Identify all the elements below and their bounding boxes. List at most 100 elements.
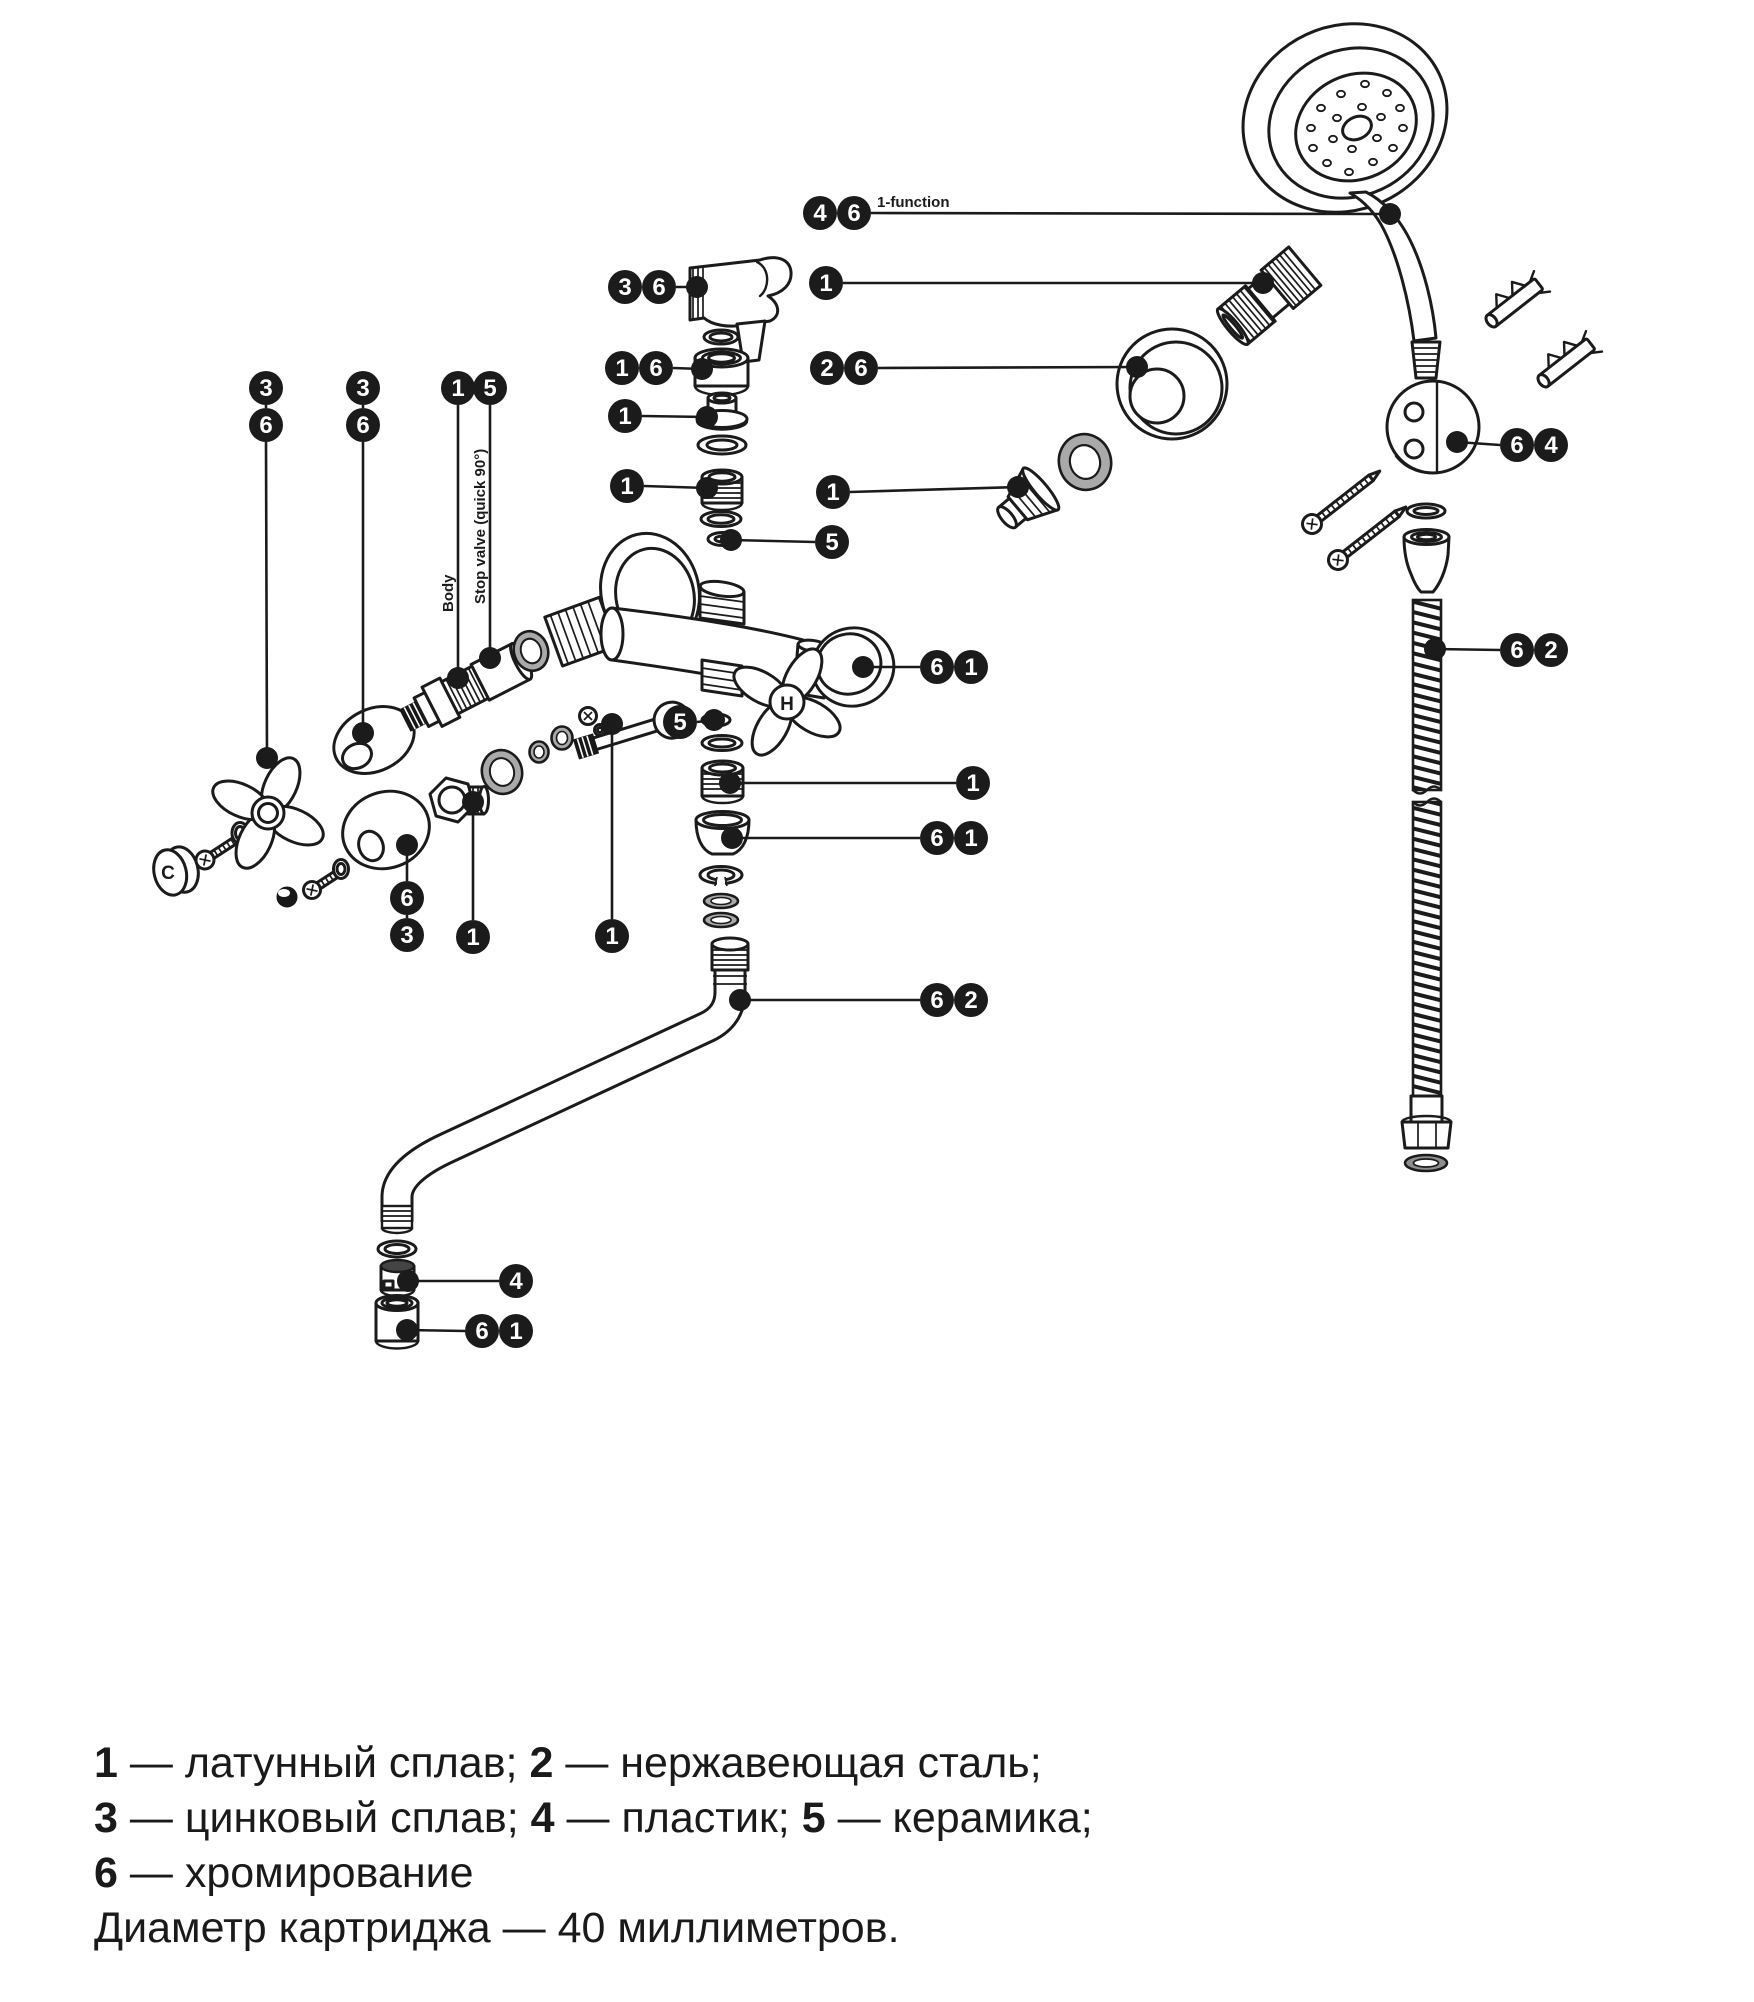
materials-legend: 1 — латунный сплав; 2 — нержавеющая стал… [94,1736,1093,1956]
c-ring [698,865,744,887]
slip-nut-chrome [693,347,750,397]
legend-line-1: 1 — латунный сплав; 2 — нержавеющая стал… [94,1736,1093,1791]
gasket-lower [700,734,744,752]
wall-anchor [1484,269,1552,329]
stop-valve-label: Stop valve (quick 90°) [472,449,489,604]
badge: 6 [356,412,369,439]
badge: 6 [475,1318,488,1345]
legend-text: — латунный сплав; [117,1739,530,1787]
legend-text: — пластик; [554,1794,802,1842]
gasket [699,510,743,528]
wall-anchor [1536,329,1604,389]
badge: 6 [259,412,272,439]
badge: 6 [1510,432,1523,459]
badge: 6 [854,355,867,382]
wall-bracket [1385,379,1481,475]
function-note: 1-function [877,194,950,211]
spray-holes [1306,79,1408,177]
cold-mark: C [161,863,175,884]
o-ring-gray [512,629,550,673]
badge: 6 [400,885,413,912]
badge: 5 [825,529,838,556]
leader-lines [256,203,1501,1341]
hose-end-nut [1400,1094,1453,1150]
badge: 4 [509,1268,523,1295]
badge: 1 [605,923,618,950]
washer-small [332,858,350,880]
handle-hot: H [732,647,842,757]
legend-text: — керамика; [825,1794,1093,1842]
legend-text: — нержавеющая сталь; [553,1739,1042,1787]
badge: 4 [1544,432,1558,459]
badge: 2 [964,987,977,1014]
legend-line-4: Диаметр картриджа — 40 миллиметров. [94,1901,1093,1956]
legend-text: — цинковый сплав; [117,1794,531,1842]
legend-num: 4 [530,1794,555,1842]
badge: 1 [466,924,479,951]
badge: 5 [483,375,496,402]
wall-escutcheon [1115,327,1229,441]
o-ring-small [702,328,740,346]
badge: 1 [451,375,464,402]
shower-head [1241,22,1449,214]
badge: 1 [620,473,633,500]
diverter-spout-holder [688,256,793,364]
cartridge-note: Диаметр картриджа — 40 миллиметров. [94,1904,900,1952]
badge: 6 [930,654,943,681]
handle-cold [211,756,325,870]
badge: 6 [847,200,860,227]
connection-nipple [1215,245,1323,347]
o-ring-gray-large [480,748,524,796]
badge: 1 [618,403,631,430]
callout-badges: 4 6 3 6 1 6 1 1 5 1 2 6 1 6 4 6 2 6 1 1 … [249,196,1568,1348]
hose-gasket [1405,502,1447,520]
spout [380,936,750,1235]
hose-end-gasket [1403,1153,1449,1173]
badge: 2 [820,355,833,382]
mounting-screw [1301,469,1382,535]
legend-num: 6 [94,1849,118,1897]
badge: 1 [826,479,839,506]
legend-num: 3 [94,1794,118,1842]
legend-num: 5 [801,1794,826,1842]
eccentric-fitting [996,466,1061,530]
badge: 1 [966,770,979,797]
gasket [696,434,748,456]
spout-gasket [376,1239,418,1259]
legend-text: — хромирование [117,1849,474,1897]
hot-mark: H [780,694,794,715]
legend-num: 2 [529,1739,554,1787]
badge: 6 [649,355,662,382]
badge: 6 [1510,637,1523,664]
legend-line-3: 6 — хромирование [94,1846,1093,1901]
badge: 1 [615,355,628,382]
o-ring-gray [702,892,740,929]
mounting-screw [1327,505,1408,571]
body-label: Body [440,574,457,612]
shower-handle [1348,190,1442,380]
badge: 5 [673,709,686,736]
badge: 3 [400,922,413,949]
badge: 1 [509,1318,522,1345]
shower-hose [1411,598,1443,1098]
badge: 1 [964,825,977,852]
badge: 6 [930,987,943,1014]
badge: 3 [356,375,369,402]
badge: 4 [813,200,827,227]
legend-line-2: 3 — цинковый сплав; 4 — пластик; 5 — кер… [94,1791,1093,1846]
badge: 3 [618,274,631,301]
badge: 1 [819,270,832,297]
ring-small [528,725,574,764]
hose-cone-nut [1402,528,1451,594]
badge: 3 [259,375,272,402]
badge: 6 [930,825,943,852]
badge: 2 [1544,637,1557,664]
cone-plug [276,886,298,908]
escutcheon-gasket-gray [1057,432,1113,492]
legend-num: 1 [94,1739,118,1787]
badge: 6 [652,274,665,301]
index-cap-cold: C [152,845,200,897]
badge: 1 [964,654,977,681]
